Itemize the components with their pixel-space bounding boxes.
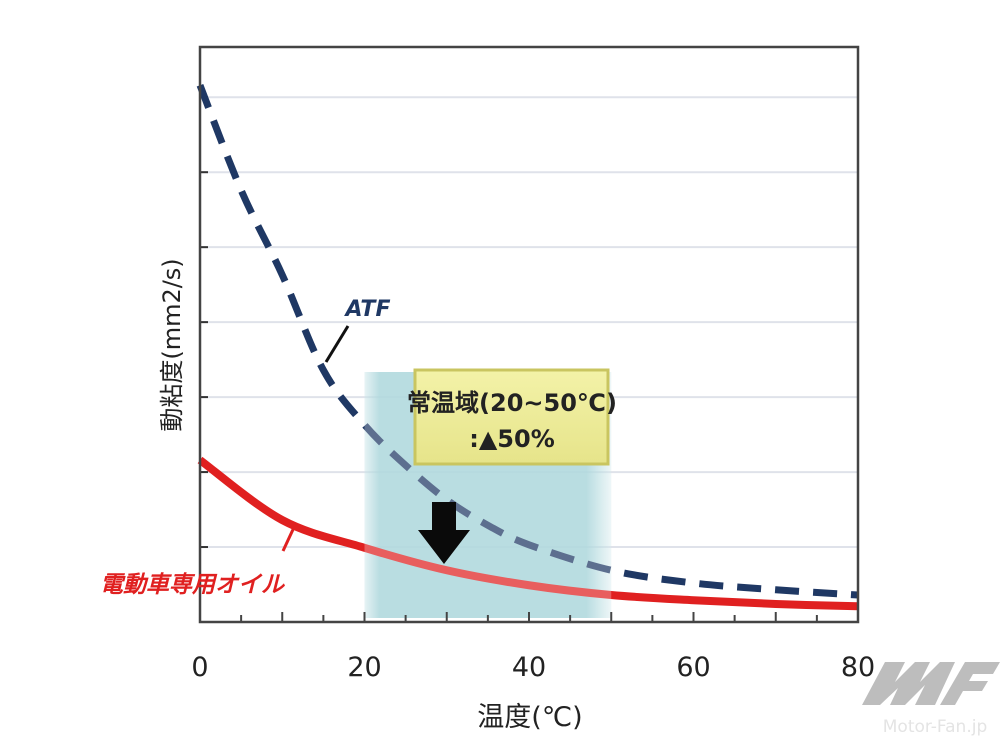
atf-leader-line xyxy=(324,325,350,363)
series-line-atf xyxy=(196,83,859,599)
series-label-ev-oil: 電動車専用オイル xyxy=(100,572,285,598)
x-tick-label: 60 xyxy=(676,652,710,683)
series-line-ev-oil xyxy=(197,456,859,611)
series-label-atf: ATF xyxy=(344,297,391,322)
x-tick-label: 80 xyxy=(841,652,875,683)
down-arrow-icon xyxy=(418,502,470,564)
y-axis-label: 動粘度(mm2/s) xyxy=(158,258,186,431)
x-tick-label: 40 xyxy=(512,652,546,683)
x-tick-label: 20 xyxy=(347,652,381,683)
x-axis-label: 温度(℃) xyxy=(477,702,582,733)
watermark-logo: Motor-Fan.jp xyxy=(862,662,1000,737)
annotation-line1: 常温域(20~50℃) xyxy=(407,389,617,417)
watermark-site: Motor-Fan.jp xyxy=(883,717,988,737)
ev-oil-leader-line xyxy=(281,522,298,552)
annotation-box xyxy=(413,368,610,466)
annotation-line2: :▲50% xyxy=(469,425,555,453)
x-tick-label: 0 xyxy=(191,652,208,683)
